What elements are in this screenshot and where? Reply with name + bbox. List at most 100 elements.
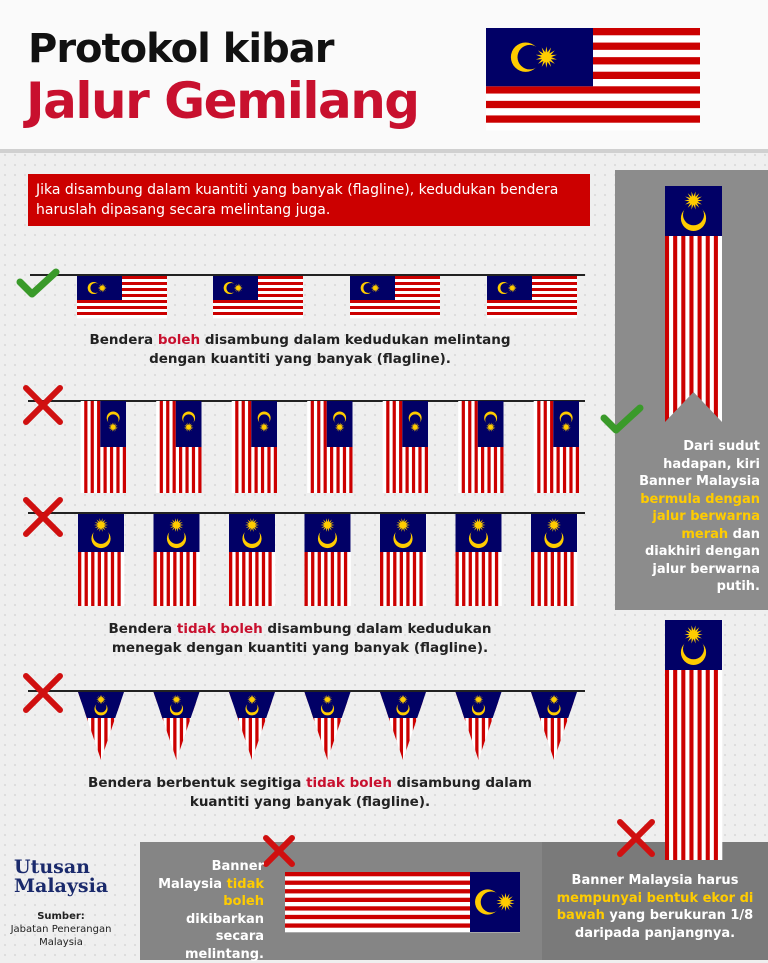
banner bbox=[304, 514, 351, 606]
emblem bbox=[544, 518, 564, 549]
stripe bbox=[701, 186, 707, 422]
crescent-cut bbox=[107, 414, 119, 426]
emblem bbox=[559, 411, 573, 432]
stripe bbox=[540, 514, 545, 606]
cross-stroke bbox=[23, 497, 63, 537]
brand-line: Malaysia bbox=[14, 875, 109, 897]
stripe bbox=[285, 884, 520, 890]
stripe bbox=[550, 514, 555, 606]
stripe bbox=[697, 186, 702, 422]
stripe bbox=[320, 692, 325, 760]
stripe bbox=[458, 514, 463, 606]
stripe bbox=[271, 514, 276, 606]
stripe bbox=[169, 692, 174, 760]
emblem bbox=[547, 694, 561, 716]
stripe bbox=[238, 692, 243, 760]
stripe bbox=[213, 300, 303, 304]
crescent-cut bbox=[683, 638, 704, 660]
text: dikibarkan secara melintang. bbox=[184, 911, 264, 962]
cross-stroke bbox=[23, 673, 63, 713]
stripe bbox=[474, 401, 478, 493]
banner bbox=[153, 692, 200, 760]
stripe bbox=[487, 306, 577, 310]
stripe bbox=[481, 514, 486, 606]
text: Banner Malaysia harus bbox=[571, 873, 739, 888]
emblem bbox=[360, 281, 380, 295]
stripe bbox=[285, 872, 520, 877]
stripe bbox=[97, 514, 102, 606]
emblem bbox=[257, 411, 271, 432]
stripe bbox=[544, 514, 548, 606]
stripe bbox=[245, 692, 250, 760]
emblem bbox=[510, 42, 557, 72]
stripe bbox=[163, 692, 167, 760]
emblem bbox=[680, 191, 707, 231]
stripe bbox=[455, 692, 460, 760]
stripe bbox=[531, 514, 535, 606]
star bbox=[183, 422, 194, 432]
stripe bbox=[107, 692, 112, 760]
stripe bbox=[471, 692, 476, 760]
crescent-cut bbox=[171, 701, 182, 713]
source-label: Sumber: bbox=[37, 911, 85, 922]
stripe bbox=[285, 897, 520, 903]
stripe bbox=[232, 514, 236, 606]
stripe bbox=[406, 692, 410, 760]
stripe bbox=[252, 692, 256, 760]
side-note: Dari sudut hadapan, kiri Banner Malaysia… bbox=[622, 438, 760, 596]
stripe bbox=[685, 186, 690, 422]
stripe bbox=[247, 401, 252, 493]
stripe bbox=[229, 514, 233, 606]
stripe bbox=[395, 401, 400, 493]
stripe bbox=[544, 692, 548, 760]
crescent-cut bbox=[517, 44, 542, 70]
stripe bbox=[717, 186, 722, 422]
flag-vertical bbox=[458, 401, 504, 493]
stripe bbox=[498, 514, 502, 606]
stripe bbox=[101, 692, 105, 760]
stripe bbox=[554, 514, 558, 606]
stripe bbox=[536, 401, 541, 493]
stripe bbox=[153, 692, 158, 760]
stripe bbox=[419, 514, 424, 606]
stripe bbox=[94, 692, 99, 760]
stripe bbox=[393, 514, 397, 606]
star bbox=[334, 422, 345, 432]
flag bbox=[350, 276, 440, 319]
stripe bbox=[550, 692, 555, 760]
stripe bbox=[304, 514, 309, 606]
star bbox=[410, 422, 420, 432]
stripe bbox=[478, 692, 483, 760]
crescent-cut bbox=[473, 701, 484, 713]
flag-vertical bbox=[231, 401, 277, 493]
flag-vertical bbox=[307, 401, 353, 493]
stripe bbox=[304, 692, 309, 760]
crescent-cut bbox=[246, 701, 258, 713]
stripe bbox=[93, 401, 98, 493]
stripe bbox=[399, 692, 404, 760]
stripe bbox=[314, 514, 318, 606]
stripe bbox=[554, 692, 558, 760]
stripe bbox=[709, 186, 715, 422]
stripe bbox=[689, 620, 694, 860]
stripe bbox=[467, 401, 472, 493]
stripe bbox=[487, 315, 577, 319]
cross-icon bbox=[23, 497, 63, 537]
stripe bbox=[87, 692, 92, 760]
emblem bbox=[471, 694, 486, 716]
star bbox=[684, 191, 703, 210]
stripe bbox=[229, 692, 233, 760]
text: dan diakhiri dengan jalur berwarna putih… bbox=[645, 526, 760, 595]
stripe bbox=[475, 692, 479, 760]
stripe bbox=[258, 692, 263, 760]
stripe bbox=[486, 122, 700, 131]
star bbox=[108, 422, 118, 432]
star bbox=[320, 518, 335, 532]
star bbox=[244, 518, 260, 532]
stripe bbox=[324, 692, 328, 760]
banner bbox=[665, 620, 723, 860]
highlight: boleh bbox=[157, 332, 201, 348]
intro-box bbox=[28, 174, 590, 226]
stripe bbox=[494, 514, 499, 606]
